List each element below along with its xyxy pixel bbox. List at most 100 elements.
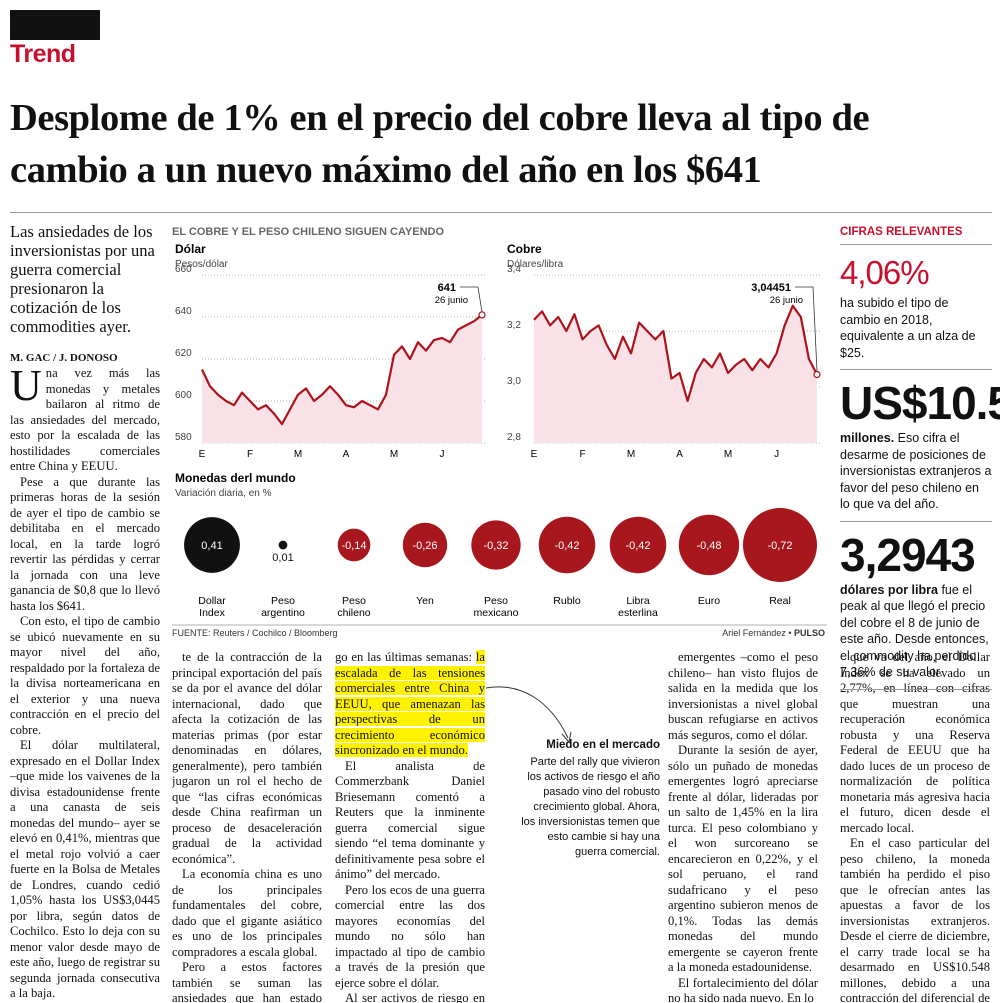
paragraph: El dólar multilateral, expresado en el D…: [10, 738, 160, 1000]
category-line: Dollar: [198, 595, 226, 607]
callout-text: Parte del rally que vivieron los activos…: [521, 756, 660, 858]
bubble: [184, 517, 240, 573]
paragraph: Una vez más las monedas y metales bailar…: [10, 366, 160, 473]
paragraph: Pero a estos factores también se suman l…: [172, 960, 322, 1003]
category-line: Peso: [484, 595, 508, 607]
x-tick-label: A: [676, 449, 683, 460]
category-label: Peso argentino: [261, 595, 305, 619]
text: fue el peak al que llegó el precio del c…: [840, 582, 989, 680]
x-tick-label: J: [440, 449, 445, 460]
x-tick-label: M: [627, 449, 635, 460]
annotation-leader: [795, 286, 818, 372]
x-tick-label: F: [247, 449, 253, 460]
chart-subtitle: Pesos/dólar: [175, 259, 228, 270]
text: go en las últimas semanas:: [335, 650, 473, 664]
area: [202, 314, 482, 443]
value-label: 0,41: [201, 540, 222, 552]
category-label: Dollar Index: [198, 595, 226, 619]
x-tick-label: E: [531, 449, 538, 460]
headline: Desplome de 1% en el precio del cobre ll…: [10, 97, 870, 191]
paragraph: Con esto, el tipo de cambio se ubicó nue…: [10, 614, 160, 737]
rule: [10, 212, 992, 213]
figure-item: 3,2943 dólares por libra fue el peak al q…: [840, 522, 992, 690]
figure: 3,2943: [840, 528, 976, 581]
category-label: Real: [769, 595, 791, 607]
sidebar-title: CIFRAS RELEVANTES: [840, 222, 992, 245]
x-tick-label: J: [774, 449, 779, 460]
lead: dólares por libra: [840, 582, 938, 597]
chart-subtitle: Dólares/libra: [507, 259, 564, 270]
outlet: PULSO: [794, 628, 825, 638]
line: [201, 314, 483, 426]
category-line: Peso: [342, 595, 366, 607]
category-line: Libra: [626, 595, 650, 607]
bubble: [609, 516, 667, 574]
annotation-date: 26 junio: [770, 295, 803, 306]
paragraph: Al ser activos de riesgo en sí mismos, l…: [345, 991, 485, 1003]
category-label: Euro: [698, 595, 720, 607]
column: Una vez más las monedas y metales bailar…: [10, 366, 160, 1003]
y-tick-label: 3,0: [507, 376, 521, 387]
line: [533, 304, 818, 403]
figure-text: ha subido el tipo de cambio en 2018, equ…: [840, 295, 992, 361]
category-line: esterlina: [618, 607, 658, 619]
annotation-label: 641: [438, 282, 456, 294]
bubble: [743, 508, 817, 582]
category-label: Rublo: [553, 595, 581, 607]
area: [534, 305, 817, 443]
author: Ariel Fernández: [722, 628, 786, 638]
byline: M. GAC / J. DONOSO: [10, 352, 118, 364]
value-label: -0,48: [696, 540, 721, 552]
paragraph: BCI Estudios señaló a través de un infor…: [10, 1002, 160, 1003]
chart-title: Dólar: [175, 242, 206, 256]
callout: Miedo en el mercado Parte del rally que …: [520, 738, 660, 860]
category-line: chileno: [337, 607, 370, 619]
paragraph: Durante la sesión de ayer, sólo un puñad…: [668, 743, 818, 974]
end-marker: [478, 311, 486, 319]
value-label: -0,26: [412, 540, 437, 552]
category-line: Index: [199, 607, 225, 619]
category-line: Peso: [271, 595, 295, 607]
y-tick-label: 3,2: [507, 320, 521, 331]
y-tick-label: 3,4: [507, 264, 521, 275]
annotation-label: 3,04451: [751, 282, 791, 294]
x-tick-label: A: [343, 449, 350, 460]
deck: Las ansiedades de los inversionistas por…: [10, 222, 155, 336]
x-tick-label: F: [579, 449, 585, 460]
highlight: la escalada de las tensiones comerciales…: [335, 650, 485, 757]
value-label: 0,01: [272, 552, 293, 564]
category-line: argentino: [261, 607, 305, 619]
category-line: Rublo: [553, 595, 581, 607]
x-tick-label: M: [724, 449, 732, 460]
y-tick-label: 640: [175, 306, 192, 317]
paragraph: que va del año, el Dollar Index se ha el…: [840, 650, 990, 835]
paragraph: El fortalecimiento del dólar no ha sido …: [668, 975, 818, 1003]
text: Eso cifra el desarme de posiciones de in…: [840, 431, 992, 511]
column: emergentes –como el peso chileno– han vi…: [668, 650, 818, 1003]
callout-title: Miedo en el mercado: [546, 739, 660, 751]
bubble: [337, 528, 371, 562]
category-line: mexicano: [474, 607, 519, 619]
value-label: -0,72: [767, 540, 792, 552]
bubble: [402, 522, 448, 568]
section-label: Trend: [10, 40, 76, 68]
callout-arrow: [485, 686, 572, 744]
y-tick-label: 600: [175, 390, 192, 401]
category-label: Libra esterlina: [618, 595, 658, 619]
annotation-leader: [460, 286, 483, 312]
source: FUENTE: Reuters / Cochilco / Bloomberg: [172, 628, 338, 638]
section-block: [10, 10, 100, 40]
figure-text: millones. Eso cifra el desarme de posici…: [840, 430, 992, 513]
column: que va del año, el Dollar Index se ha el…: [840, 650, 990, 1003]
figure: US$10.548: [840, 377, 1000, 429]
annotation-date: 26 junio: [435, 295, 468, 306]
graphic-title: EL COBRE Y EL PESO CHILENO SIGUEN CAYEND…: [172, 226, 444, 238]
paragraph: La economía china es uno de los principa…: [172, 867, 322, 959]
value-label: -0,42: [554, 540, 579, 552]
figure-item: 4,06% ha subido el tipo de cambio en 2018…: [840, 245, 992, 370]
sidebar: CIFRAS RELEVANTES 4,06% ha subido el tipo…: [840, 222, 1000, 690]
value-label: -0,32: [483, 540, 508, 552]
lead: millones.: [840, 431, 895, 445]
text: ha subido el tipo de cambio en 2018, equ…: [840, 296, 976, 360]
